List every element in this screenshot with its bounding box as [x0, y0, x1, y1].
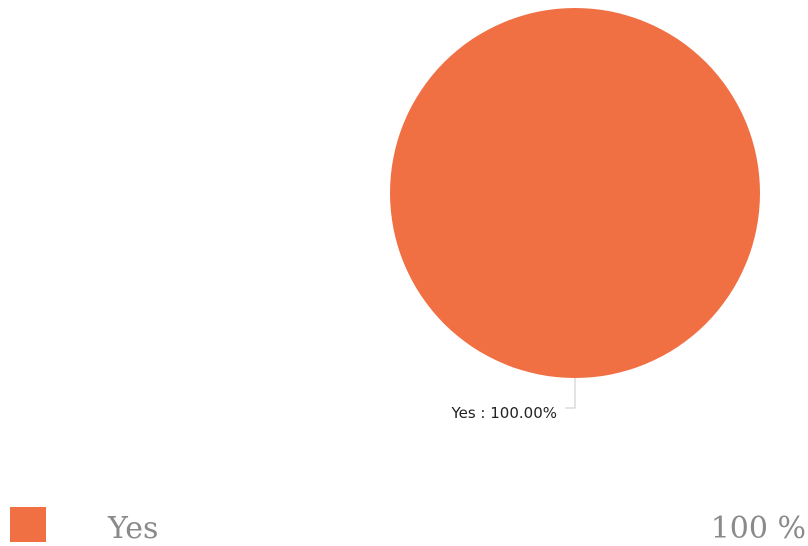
pie-slices: [390, 8, 760, 378]
legend-item-value: 100 %: [710, 511, 806, 546]
pie-chart: Yes : 100.00%: [390, 8, 760, 422]
legend: Yes 100 %: [0, 500, 808, 546]
legend-color-swatch: [10, 507, 46, 542]
pie-slice-yes: [390, 8, 760, 378]
legend-item-label: Yes: [108, 511, 159, 546]
slice-label-leader-line: [565, 378, 576, 409]
slice-data-label: Yes : 100.00%: [450, 404, 557, 422]
